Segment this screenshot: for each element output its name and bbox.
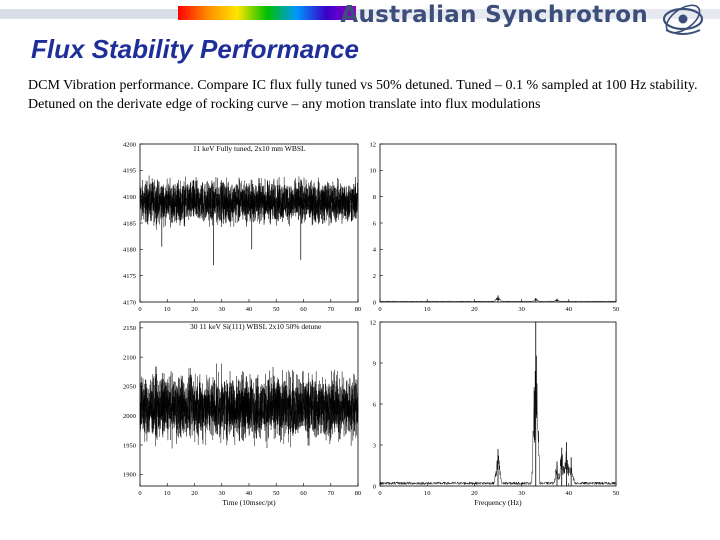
y-tick-label: 4185 bbox=[123, 220, 136, 227]
chart-tuned-time: 0 10 20 30 40 50 60 70 80 4170 4175 4180 4185 4190 419… bbox=[123, 141, 361, 313]
x-tick-label: 10 bbox=[164, 490, 171, 497]
chart-tuned-fft: 0 10 20 30 40 50 0 2 4 6 8 10 12 bbox=[370, 141, 620, 313]
x-tick-label: 60 bbox=[300, 490, 307, 497]
x-tick-label: 0 bbox=[138, 490, 141, 497]
y-tick-label: 8 bbox=[373, 194, 376, 201]
y-tick-label: 4190 bbox=[123, 194, 136, 201]
x-tick-label: 40 bbox=[246, 306, 253, 313]
x-tick-label: 0 bbox=[138, 306, 141, 313]
charts-svg: 0 10 20 30 40 50 60 70 8041704175418041854190419… bbox=[123, 141, 620, 507]
x-tick-label: 50 bbox=[613, 490, 620, 497]
plot-frame bbox=[379, 143, 617, 303]
y-tick-label: 12 bbox=[370, 141, 377, 148]
page-description: DCM Vibration performance. Compare IC fl… bbox=[28, 78, 698, 112]
y-tick-label: 4195 bbox=[123, 168, 136, 175]
series-line bbox=[139, 175, 359, 230]
x-tick-label: 70 bbox=[328, 490, 335, 497]
x-tick-label: 20 bbox=[191, 490, 198, 497]
y-tick-label: 2050 bbox=[123, 384, 136, 391]
x-tick-label: 40 bbox=[566, 306, 573, 313]
y-tick-label: 6 bbox=[373, 401, 377, 408]
chart-grid: 0 10 20 30 40 50 60 70 80 4170 4175 4180 4185 4190 419… bbox=[80, 136, 640, 536]
chart-title: 30 11 keV Si(111) WBSL 2x10 50% detune bbox=[190, 322, 322, 331]
chart-detuned-time: 0 10 20 30 40 50 60 70 80 1900 1950 2000 2050 2100 215… bbox=[123, 321, 362, 507]
y-tick-label: 10 bbox=[370, 168, 377, 175]
y-tick-label: 12 bbox=[370, 319, 377, 326]
y-tick-label: 6 bbox=[373, 220, 377, 227]
x-axis-label: Frequency (Hz) bbox=[474, 498, 522, 507]
y-tick-label: 2 bbox=[373, 273, 376, 280]
x-tick-label: 40 bbox=[566, 490, 573, 497]
y-tick-label: 4180 bbox=[123, 247, 136, 254]
x-tick-label: 80 bbox=[355, 490, 362, 497]
y-tick-label: 2100 bbox=[123, 354, 136, 361]
y-tick-label: 4175 bbox=[123, 273, 136, 280]
x-tick-label: 30 bbox=[219, 490, 226, 497]
x-tick-label: 50 bbox=[273, 306, 280, 313]
chart-title: 11 keV Fully tuned, 2x10 mm WBSL bbox=[193, 144, 306, 153]
x-tick-label: 30 bbox=[219, 306, 226, 313]
x-tick-label: 0 bbox=[378, 490, 381, 497]
x-tick-label: 30 bbox=[518, 490, 525, 497]
header-banner: Australian Synchrotron bbox=[0, 0, 720, 36]
y-tick-label: 3 bbox=[373, 442, 376, 449]
x-tick-label: 80 bbox=[355, 306, 362, 313]
y-tick-label: 0 bbox=[373, 299, 376, 306]
x-tick-label: 50 bbox=[273, 490, 280, 497]
y-tick-label: 4200 bbox=[123, 141, 136, 148]
x-tick-label: 10 bbox=[424, 490, 431, 497]
page-title: Flux Stability Performance bbox=[31, 34, 359, 64]
y-tick-label: 1900 bbox=[123, 472, 136, 479]
x-tick-label: 0 bbox=[378, 306, 381, 313]
x-tick-label: 30 bbox=[518, 306, 525, 313]
y-tick-label: 4 bbox=[373, 247, 377, 254]
x-tick-label: 20 bbox=[471, 490, 478, 497]
x-tick-label: 20 bbox=[191, 306, 198, 313]
x-axis-label: Time (10msec/pt) bbox=[222, 498, 276, 507]
x-tick-label: 50 bbox=[613, 306, 620, 313]
banner-left-band bbox=[0, 9, 178, 19]
x-tick-label: 20 bbox=[471, 306, 478, 313]
synchrotron-logo-icon bbox=[662, 4, 704, 35]
rainbow-stripe-graphic bbox=[0, 6, 720, 20]
x-tick-label: 40 bbox=[246, 490, 253, 497]
y-tick-label: 9 bbox=[373, 360, 376, 367]
rainbow-band bbox=[178, 6, 356, 20]
series-line bbox=[139, 363, 359, 449]
x-tick-label: 10 bbox=[424, 306, 431, 313]
plot-frame bbox=[139, 143, 359, 303]
x-tick-label: 70 bbox=[328, 306, 335, 313]
y-tick-label: 1950 bbox=[123, 442, 136, 449]
y-tick-label: 2150 bbox=[123, 325, 136, 332]
y-tick-label: 2000 bbox=[123, 413, 136, 420]
chart-detuned-fft: 0 10 20 30 40 50 0 3 6 9 12 Frequency (Hz) bbox=[370, 319, 620, 507]
x-tick-label: 10 bbox=[164, 306, 171, 313]
banner-right-band bbox=[356, 9, 720, 19]
y-tick-label: 4170 bbox=[123, 299, 136, 306]
x-tick-label: 60 bbox=[300, 306, 307, 313]
brand-name: Australian Synchrotron bbox=[340, 2, 648, 28]
y-tick-label: 0 bbox=[373, 483, 376, 490]
